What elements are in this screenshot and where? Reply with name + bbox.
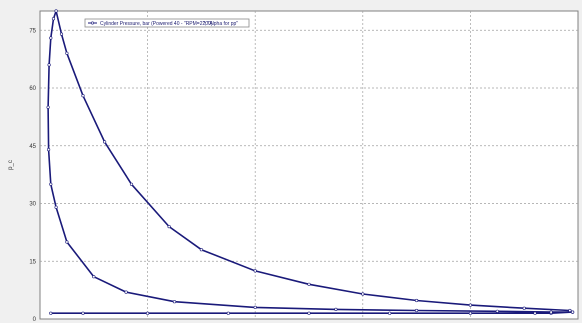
y-tick-label: 0 xyxy=(33,317,37,323)
data-point xyxy=(81,94,85,98)
data-point xyxy=(65,240,69,244)
data-point xyxy=(124,290,128,294)
data-point xyxy=(253,305,257,310)
y-tick-label: 30 xyxy=(29,202,36,208)
data-point xyxy=(307,311,311,315)
series-line xyxy=(47,10,574,315)
data-point xyxy=(167,225,171,229)
data-point xyxy=(522,306,526,310)
data-point xyxy=(49,182,53,186)
data-point xyxy=(415,308,419,313)
data-point xyxy=(46,148,51,152)
data-point xyxy=(199,248,203,252)
data-point xyxy=(49,311,53,315)
data-point xyxy=(59,32,64,36)
data-point xyxy=(226,311,230,315)
data-point xyxy=(65,51,69,55)
data-point xyxy=(47,63,51,67)
y-tick-label: 75 xyxy=(29,28,36,34)
y-tick-label: 45 xyxy=(29,144,36,150)
data-point xyxy=(253,269,257,273)
data-point xyxy=(361,292,365,296)
data-point xyxy=(307,282,311,286)
data-point xyxy=(468,303,473,307)
data-point xyxy=(54,9,58,13)
legend-box xyxy=(84,18,250,28)
data-point xyxy=(388,311,392,315)
data-point xyxy=(568,308,572,313)
data-point xyxy=(172,300,177,304)
data-point xyxy=(129,182,134,186)
data-point xyxy=(92,275,96,279)
data-point xyxy=(495,309,499,313)
y-axis-title: p_c xyxy=(8,160,14,170)
y-tick-label: 15 xyxy=(29,259,36,265)
y-tick-label: 60 xyxy=(29,86,36,92)
grid-lines xyxy=(40,11,578,319)
legend-marker xyxy=(91,21,95,25)
data-point xyxy=(334,307,338,312)
plot-area xyxy=(39,10,579,320)
data-point xyxy=(146,311,150,315)
y-axis-ticks: 75 60 45 30 15 0 xyxy=(29,28,36,323)
data-point xyxy=(49,36,53,40)
series-layer xyxy=(46,9,575,315)
data-point xyxy=(54,205,58,209)
data-point xyxy=(533,311,537,315)
data-point xyxy=(81,311,85,315)
legend-entry-1: Cylinder Pressure, bar (Powered 40 - "RP… xyxy=(100,21,213,27)
data-point xyxy=(102,140,107,144)
data-point xyxy=(549,310,553,314)
data-point xyxy=(415,298,419,303)
data-point xyxy=(570,310,575,314)
data-point xyxy=(51,17,56,21)
legend: Cylinder Pressure, bar (Powered 40 - "RP… xyxy=(84,18,250,28)
data-point xyxy=(46,105,50,109)
data-point xyxy=(468,311,473,315)
legend-entry-2: "; "Alpha for pp" xyxy=(203,21,238,27)
